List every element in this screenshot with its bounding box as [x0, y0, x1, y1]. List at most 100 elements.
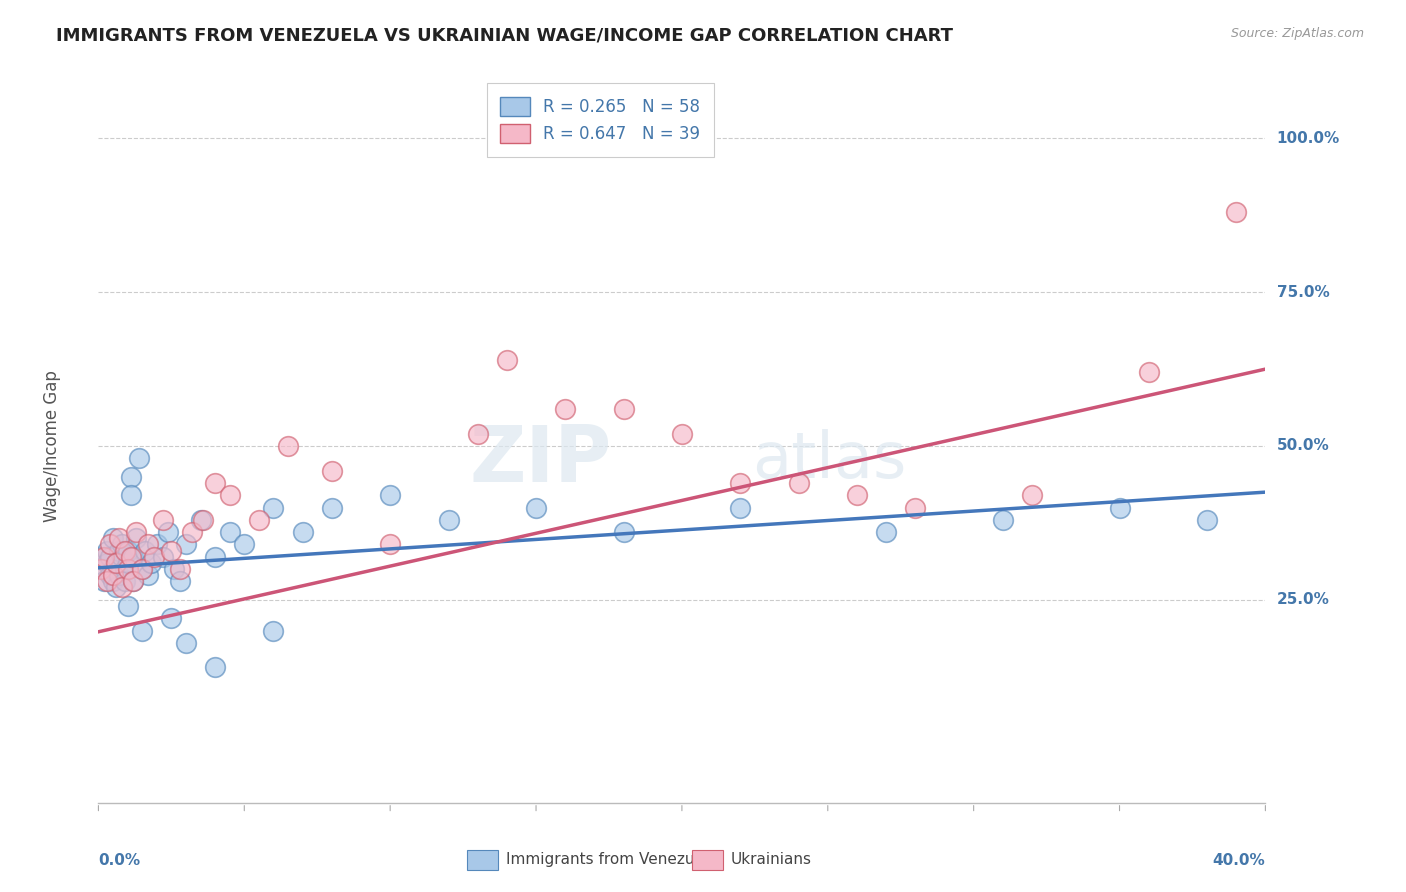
Point — [108, 531, 131, 545]
Point — [98, 549, 121, 564]
Point — [1225, 205, 1247, 219]
Text: Ukrainians: Ukrainians — [731, 853, 813, 867]
Point — [787, 475, 810, 490]
Point — [96, 574, 118, 589]
Text: atlas: atlas — [752, 429, 907, 491]
Point — [204, 660, 226, 674]
Point — [114, 543, 136, 558]
Point — [125, 531, 148, 545]
Text: 100.0%: 100.0% — [1277, 131, 1340, 146]
Point — [98, 537, 121, 551]
Point — [247, 513, 270, 527]
Point — [730, 475, 752, 490]
Point — [114, 574, 136, 589]
Point — [98, 568, 121, 582]
Point — [104, 556, 127, 570]
Text: 50.0%: 50.0% — [1277, 439, 1329, 453]
Point — [204, 475, 226, 490]
Point — [1195, 513, 1218, 527]
Point — [93, 562, 115, 576]
Point — [524, 500, 547, 515]
Point — [169, 562, 191, 576]
Point — [554, 402, 576, 417]
Point — [139, 556, 162, 570]
Point — [262, 500, 284, 515]
Point — [111, 537, 134, 551]
Point — [125, 525, 148, 540]
Point — [101, 531, 124, 545]
Point — [114, 562, 136, 576]
Point — [131, 562, 153, 576]
Point — [190, 513, 212, 527]
Point — [496, 352, 519, 367]
Point — [218, 488, 240, 502]
Point — [134, 543, 156, 558]
Point — [671, 426, 693, 441]
Point — [128, 451, 150, 466]
Text: ZIP: ZIP — [470, 422, 612, 499]
Point — [612, 525, 634, 540]
Point — [93, 574, 115, 589]
Point — [321, 464, 343, 478]
Point — [136, 537, 159, 551]
Point — [321, 500, 343, 515]
Point — [160, 611, 183, 625]
Point — [146, 537, 169, 551]
Point — [108, 543, 131, 558]
Point — [218, 525, 240, 540]
Text: Wage/Income Gap: Wage/Income Gap — [42, 370, 60, 522]
Point — [101, 562, 124, 576]
Point — [262, 624, 284, 638]
Point — [467, 426, 489, 441]
Point — [131, 624, 153, 638]
Point — [117, 599, 139, 613]
Point — [380, 488, 402, 502]
Point — [291, 525, 314, 540]
Point — [875, 525, 897, 540]
Point — [101, 568, 124, 582]
Point — [117, 562, 139, 576]
Point — [111, 549, 134, 564]
Point — [93, 549, 115, 564]
Point — [142, 549, 165, 564]
Point — [160, 543, 183, 558]
Text: 40.0%: 40.0% — [1212, 853, 1265, 868]
Text: 75.0%: 75.0% — [1277, 285, 1329, 300]
Point — [104, 581, 127, 595]
Point — [120, 469, 142, 483]
Point — [157, 525, 180, 540]
Point — [122, 574, 145, 589]
Point — [101, 574, 124, 589]
Point — [136, 568, 159, 582]
Point — [90, 549, 112, 564]
Point — [180, 525, 202, 540]
Legend: R = 0.265   N = 58, R = 0.647   N = 39: R = 0.265 N = 58, R = 0.647 N = 39 — [486, 83, 714, 157]
Point — [904, 500, 927, 515]
Point — [152, 513, 174, 527]
Point — [846, 488, 869, 502]
Text: IMMIGRANTS FROM VENEZUELA VS UKRAINIAN WAGE/INCOME GAP CORRELATION CHART: IMMIGRANTS FROM VENEZUELA VS UKRAINIAN W… — [56, 27, 953, 45]
Point — [277, 439, 299, 453]
Point — [90, 562, 112, 576]
Point — [104, 556, 127, 570]
Point — [122, 549, 145, 564]
Point — [122, 574, 145, 589]
Point — [131, 562, 153, 576]
Point — [991, 513, 1014, 527]
Point — [204, 549, 226, 564]
Text: Source: ZipAtlas.com: Source: ZipAtlas.com — [1230, 27, 1364, 40]
Point — [111, 581, 134, 595]
Point — [117, 543, 139, 558]
Text: Immigrants from Venezuela: Immigrants from Venezuela — [506, 853, 718, 867]
Point — [233, 537, 256, 551]
Point — [437, 513, 460, 527]
Point — [163, 562, 186, 576]
Text: 25.0%: 25.0% — [1277, 592, 1330, 607]
Point — [96, 556, 118, 570]
Point — [730, 500, 752, 515]
Text: 0.0%: 0.0% — [98, 853, 141, 868]
Point — [120, 488, 142, 502]
Point — [1137, 365, 1160, 379]
Point — [152, 549, 174, 564]
Point — [117, 556, 139, 570]
